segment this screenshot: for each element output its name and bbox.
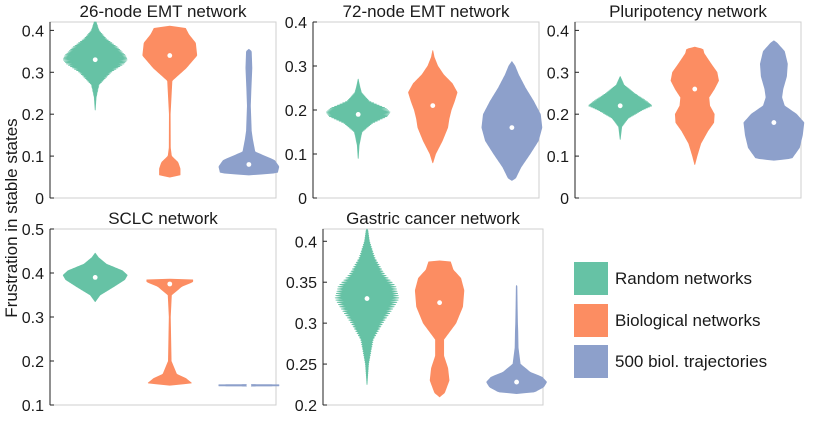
y-tick-label: 0.1 bbox=[22, 398, 44, 415]
y-tick-label: 0.1 bbox=[547, 149, 569, 166]
panel-5: 0.2 0.25 0.3 0.35 0.4 Gastric cancer network bbox=[286, 209, 547, 415]
y-tick-label: 0.1 bbox=[285, 147, 307, 164]
median-marker bbox=[92, 57, 98, 63]
y-tick-label: 0.3 bbox=[285, 59, 307, 76]
y-tick-label: 0.2 bbox=[295, 398, 317, 415]
y-tick-label: 0.4 bbox=[22, 23, 44, 40]
panel-title: Pluripotency network bbox=[609, 2, 767, 21]
violin-trajectories bbox=[481, 61, 543, 181]
violin-trajectories bbox=[218, 48, 280, 176]
median-marker bbox=[437, 300, 442, 306]
y-tick-label: 0.4 bbox=[547, 23, 569, 40]
median-marker bbox=[167, 53, 173, 58]
legend-item: Biological networks bbox=[574, 304, 761, 337]
median-marker bbox=[692, 86, 698, 92]
y-tick-label: 0.4 bbox=[22, 266, 44, 283]
y-tick-label: 0.2 bbox=[285, 103, 307, 120]
median-marker bbox=[514, 379, 519, 385]
violin-biological bbox=[142, 25, 198, 178]
median-marker bbox=[246, 162, 252, 167]
panel-title: Gastric cancer network bbox=[346, 209, 520, 228]
violin-biological bbox=[414, 260, 465, 398]
y-tick-label: 0.2 bbox=[547, 107, 569, 124]
violin-biological bbox=[146, 278, 194, 386]
legend-swatch bbox=[574, 345, 608, 378]
panel-2: 0 0.1 0.2 0.3 0.4 72-node EMT network bbox=[285, 2, 543, 208]
y-tick-label: 0 bbox=[35, 191, 44, 208]
median-marker bbox=[509, 125, 515, 130]
y-tick-label: 0.5 bbox=[22, 222, 44, 239]
median-marker bbox=[167, 281, 173, 287]
panel-title: 72-node EMT network bbox=[343, 2, 510, 21]
y-tick-label: 0.1 bbox=[22, 149, 44, 166]
y-tick-label: 0.2 bbox=[22, 354, 44, 371]
panel-4: 0.1 0.2 0.3 0.4 0.5 SCLC network bbox=[22, 209, 280, 415]
violin-random bbox=[334, 228, 400, 385]
y-tick-label: 0.3 bbox=[547, 65, 569, 82]
median-marker bbox=[617, 103, 623, 109]
legend-item: 500 biol. trajectories bbox=[574, 345, 767, 378]
y-tick-label: 0.35 bbox=[286, 275, 317, 292]
panel-title: 26-node EMT network bbox=[80, 2, 247, 21]
legend: Random networks Biological networks 500 bi… bbox=[574, 262, 767, 378]
legend-label: Random networks bbox=[615, 269, 752, 288]
panel-3: 0 0.1 0.2 0.3 0.4 Pluripotency network bbox=[547, 2, 805, 208]
median-marker bbox=[364, 296, 370, 301]
panel-1: 0 0.1 0.2 0.3 0.4 26-node EMT network bbox=[22, 2, 280, 208]
y-tick-label: 0.3 bbox=[22, 310, 44, 327]
legend-item: Random networks bbox=[574, 262, 752, 295]
y-tick-label: 0.3 bbox=[295, 316, 317, 333]
y-tick-label: 0 bbox=[298, 191, 307, 208]
y-tick-label: 0.4 bbox=[285, 15, 307, 32]
median-marker bbox=[92, 275, 98, 280]
violin-trajectories bbox=[743, 40, 805, 161]
panel-title: SCLC network bbox=[108, 209, 218, 228]
violin-random bbox=[326, 78, 391, 159]
median-marker bbox=[771, 120, 777, 125]
legend-label: Biological networks bbox=[615, 311, 761, 330]
legend-swatch bbox=[574, 262, 608, 295]
y-tick-label: 0.2 bbox=[22, 107, 44, 124]
y-tick-label: 0 bbox=[560, 191, 569, 208]
y-axis-label: Frustration in stable states bbox=[2, 118, 21, 317]
legend-label: 500 biol. trajectories bbox=[615, 352, 767, 371]
median-marker bbox=[355, 112, 361, 117]
legend-swatch bbox=[574, 304, 608, 337]
median-marker bbox=[246, 382, 252, 388]
violin-random bbox=[62, 21, 128, 111]
violin-biological bbox=[670, 46, 719, 165]
y-tick-label: 0.4 bbox=[295, 234, 317, 251]
y-tick-label: 0.3 bbox=[22, 65, 44, 82]
y-tick-label: 0.25 bbox=[286, 357, 317, 374]
median-marker bbox=[430, 103, 436, 108]
violin-trajectories bbox=[486, 285, 547, 394]
